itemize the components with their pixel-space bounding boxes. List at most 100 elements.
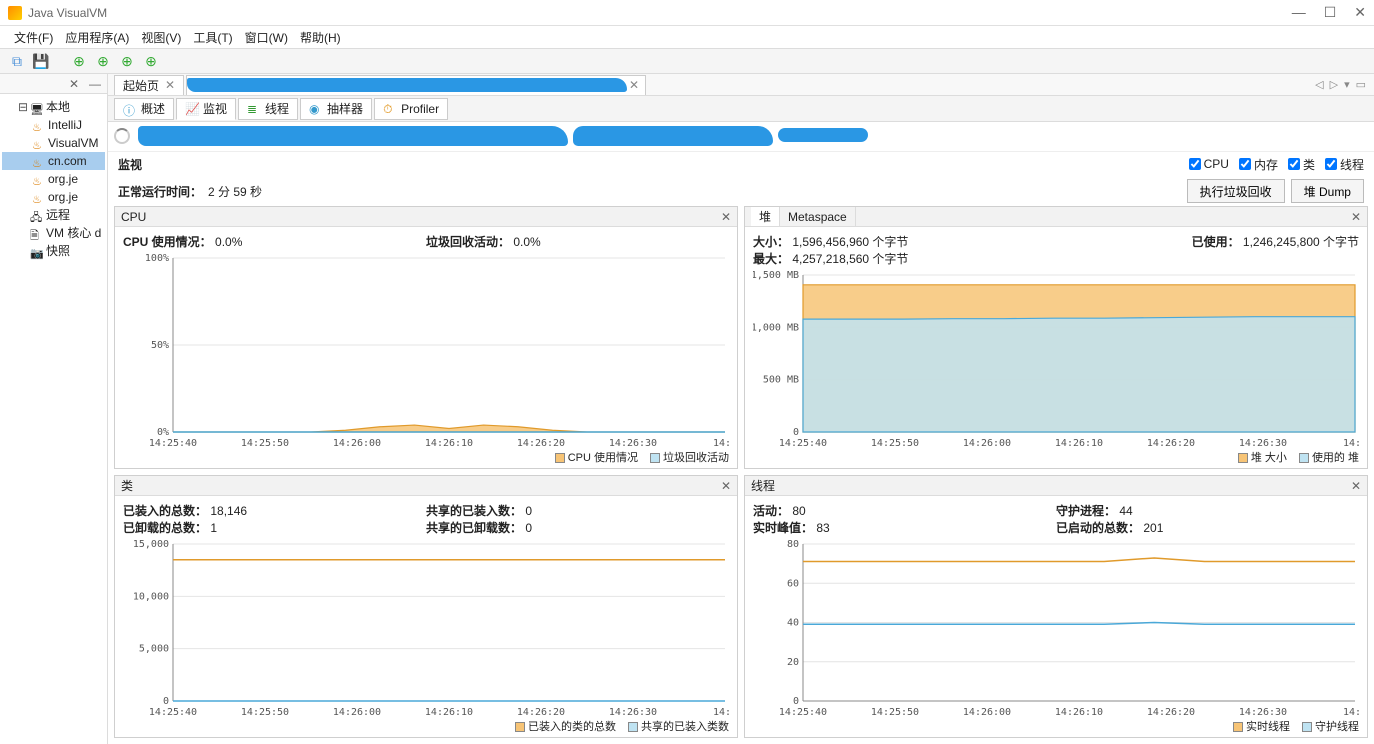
active-value: 80 bbox=[792, 504, 805, 518]
cpu-chart: 0%50%100%14:25:4014:25:5014:26:0014:26:1… bbox=[123, 254, 729, 448]
sidebar-tab-controls: ✕ — bbox=[0, 74, 107, 94]
svg-text:14:2: 14:2 bbox=[1343, 707, 1359, 717]
cb-memory[interactable]: 内存 bbox=[1239, 156, 1278, 173]
sidebar-min-icon[interactable]: — bbox=[89, 77, 101, 91]
tab-next-icon[interactable]: ▷ bbox=[1330, 78, 1338, 91]
heap-used-label: 已使用： bbox=[1192, 235, 1240, 249]
svg-text:14:26:10: 14:26:10 bbox=[1055, 438, 1103, 448]
menu-help[interactable]: 帮助(H) bbox=[296, 29, 345, 46]
cb-cpu[interactable]: CPU bbox=[1189, 157, 1229, 171]
add-core-icon[interactable]: ⊕ bbox=[118, 52, 136, 70]
panel-close-icon[interactable]: ✕ bbox=[721, 479, 731, 493]
tree-remote[interactable]: 🖧远程 bbox=[2, 206, 105, 224]
subtab-threads[interactable]: ≣线程 bbox=[238, 98, 298, 120]
menu-applications[interactable]: 应用程序(A) bbox=[61, 29, 133, 46]
heap-used-value: 1,246,245,800 个字节 bbox=[1243, 235, 1359, 249]
menu-tools[interactable]: 工具(T) bbox=[189, 29, 236, 46]
heap-panel: 堆 Metaspace ✕ 大小： 1,596,456,960 个字节 已使用：… bbox=[744, 206, 1368, 469]
tree-item[interactable]: ♨org.je bbox=[2, 170, 105, 188]
close-button[interactable]: ✕ bbox=[1354, 4, 1366, 21]
panel-close-icon[interactable]: ✕ bbox=[721, 210, 731, 224]
tab-start[interactable]: 起始页 ✕ bbox=[114, 75, 184, 95]
tree-item[interactable]: ♨org.je bbox=[2, 188, 105, 206]
tab-list-icon[interactable]: ▾ bbox=[1344, 78, 1350, 91]
subtab-overview[interactable]: ⓘ概述 bbox=[114, 98, 174, 120]
window-controls: — ☐ ✕ bbox=[1292, 4, 1366, 21]
app-icon bbox=[8, 6, 22, 20]
add-jmx-icon[interactable]: ⊕ bbox=[94, 52, 112, 70]
thread-chart: 02040608014:25:4014:25:5014:26:0014:26:1… bbox=[753, 540, 1359, 717]
add-snapshot-icon[interactable]: ⊕ bbox=[142, 52, 160, 70]
panel-close-icon[interactable]: ✕ bbox=[1351, 479, 1361, 493]
tab-application[interactable]: ✕ bbox=[186, 75, 646, 95]
sidebar-close-icon[interactable]: ✕ bbox=[69, 77, 79, 91]
class-panel: 类✕ 已装入的总数： 18,146 共享的已装入数： 0 已卸载的总数： 1 共… bbox=[114, 475, 738, 738]
class-title: 类 bbox=[121, 477, 133, 494]
svg-text:14:2: 14:2 bbox=[713, 707, 729, 717]
daemon-label: 守护进程： bbox=[1056, 504, 1116, 518]
uptime-value: 2 分 59 秒 bbox=[208, 183, 262, 200]
svg-text:40: 40 bbox=[787, 618, 799, 629]
cb-thread[interactable]: 线程 bbox=[1325, 156, 1364, 173]
svg-text:14:26:10: 14:26:10 bbox=[425, 707, 473, 717]
svg-text:1,000 MB: 1,000 MB bbox=[753, 322, 799, 333]
heap-tab-heap[interactable]: 堆 bbox=[751, 207, 780, 226]
sharedloaded-label: 共享的已装入数： bbox=[426, 504, 522, 518]
menubar: 文件(F) 应用程序(A) 视图(V) 工具(T) 窗口(W) 帮助(H) bbox=[0, 26, 1374, 48]
minimize-button[interactable]: — bbox=[1292, 4, 1306, 21]
tree-item-selected[interactable]: ♨cn.com bbox=[2, 152, 105, 170]
cpu-usage-label: CPU 使用情况： bbox=[123, 235, 212, 249]
titlebar: Java VisualVM — ☐ ✕ bbox=[0, 0, 1374, 26]
tree-item[interactable]: ♨IntelliJ bbox=[2, 116, 105, 134]
main-area: ✕ — ⊟🖥本地 ♨IntelliJ ♨VisualVM ♨cn.com ♨or… bbox=[0, 74, 1374, 744]
heap-size-label: 大小： bbox=[753, 235, 789, 249]
subtab-profiler[interactable]: ⏱Profiler bbox=[374, 98, 448, 120]
add-remote-icon[interactable]: ⊕ bbox=[70, 52, 88, 70]
cpu-title: CPU bbox=[121, 210, 146, 224]
svg-text:80: 80 bbox=[787, 540, 799, 550]
sharedunloaded-label: 共享的已卸载数： bbox=[426, 521, 522, 535]
svg-text:60: 60 bbox=[787, 578, 799, 589]
menu-window[interactable]: 窗口(W) bbox=[241, 29, 292, 46]
subtab-sampler[interactable]: ◉抽样器 bbox=[300, 98, 372, 120]
heap-chart: 0500 MB1,000 MB1,500 MB14:25:4014:25:501… bbox=[753, 271, 1359, 448]
tree-snapshot[interactable]: 📷快照 bbox=[2, 242, 105, 260]
sharedloaded-value: 0 bbox=[525, 504, 532, 518]
svg-text:50%: 50% bbox=[151, 340, 169, 351]
cb-class[interactable]: 类 bbox=[1288, 156, 1315, 173]
svg-text:14:25:50: 14:25:50 bbox=[871, 438, 919, 448]
app-subtabs: ⓘ概述 📈监视 ≣线程 ◉抽样器 ⏱Profiler bbox=[108, 96, 1374, 122]
tree-local[interactable]: ⊟🖥本地 bbox=[2, 98, 105, 116]
panel-close-icon[interactable]: ✕ bbox=[1351, 210, 1361, 224]
tree-vmcore[interactable]: 🗎VM 核心 d bbox=[2, 224, 105, 242]
tree-item[interactable]: ♨VisualVM bbox=[2, 134, 105, 152]
maximize-button[interactable]: ☐ bbox=[1324, 4, 1337, 21]
tab-max-icon[interactable]: ▭ bbox=[1356, 78, 1366, 91]
gc-button[interactable]: 执行垃圾回收 bbox=[1187, 179, 1285, 203]
heap-size-value: 1,596,456,960 个字节 bbox=[792, 235, 908, 249]
open-icon[interactable]: ⧉ bbox=[8, 52, 26, 70]
cpu-usage-value: 0.0% bbox=[215, 235, 242, 249]
heap-dump-button[interactable]: 堆 Dump bbox=[1291, 179, 1364, 203]
menu-file[interactable]: 文件(F) bbox=[10, 29, 57, 46]
svg-text:14:26:30: 14:26:30 bbox=[609, 707, 657, 717]
menu-view[interactable]: 视图(V) bbox=[137, 29, 185, 46]
cpu-panel: CPU✕ CPU 使用情况： 0.0% 垃圾回收活动： 0.0% 0%50%10… bbox=[114, 206, 738, 469]
svg-text:14:26:20: 14:26:20 bbox=[517, 707, 565, 717]
started-label: 已启动的总数： bbox=[1056, 521, 1140, 535]
svg-text:1,500 MB: 1,500 MB bbox=[753, 271, 799, 281]
svg-text:14:25:40: 14:25:40 bbox=[149, 707, 197, 717]
tab-close-icon[interactable]: ✕ bbox=[629, 78, 639, 92]
tab-close-icon[interactable]: ✕ bbox=[165, 78, 175, 92]
loading-icon bbox=[114, 128, 130, 144]
cpu-legend: CPU 使用情况 垃圾回收活动 bbox=[123, 448, 729, 466]
save-icon[interactable]: 💾 bbox=[32, 52, 50, 70]
charts-grid: CPU✕ CPU 使用情况： 0.0% 垃圾回收活动： 0.0% 0%50%10… bbox=[108, 206, 1374, 744]
document-tabs: 起始页 ✕ ✕ ◁ ▷ ▾ ▭ bbox=[108, 74, 1374, 96]
subtab-monitor[interactable]: 📈监视 bbox=[176, 98, 236, 120]
applications-tree[interactable]: ⊟🖥本地 ♨IntelliJ ♨VisualVM ♨cn.com ♨org.je… bbox=[0, 94, 107, 264]
thread-title: 线程 bbox=[751, 477, 775, 494]
svg-text:15,000: 15,000 bbox=[133, 540, 169, 550]
tab-prev-icon[interactable]: ◁ bbox=[1315, 78, 1323, 91]
heap-tab-metaspace[interactable]: Metaspace bbox=[780, 207, 856, 226]
